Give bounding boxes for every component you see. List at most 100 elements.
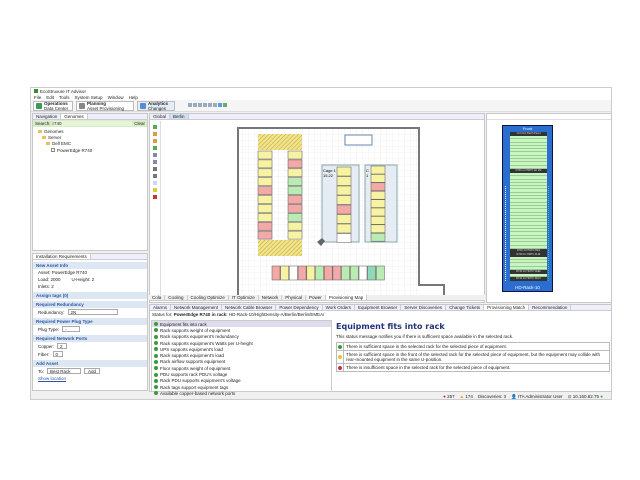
perspective-operations[interactable]: Operations Data Center xyxy=(33,100,73,111)
menu-file[interactable]: File xyxy=(34,94,42,100)
edit-icon[interactable] xyxy=(213,103,217,107)
bottom-tab[interactable]: Work Orders xyxy=(323,305,356,310)
rack-slot[interactable] xyxy=(510,225,547,230)
perspective-analytics[interactable]: Analytics Changes xyxy=(137,100,175,111)
check-item[interactable]: Floor supports weight of equipment xyxy=(152,365,331,371)
rack-device[interactable]: 1U Front Patch Panel xyxy=(510,132,547,136)
check-item[interactable]: UPS supports equipment's load xyxy=(152,346,331,352)
menu-window[interactable]: Window xyxy=(107,94,124,100)
rack-slot[interactable] xyxy=(510,256,547,261)
view-tab[interactable]: Network xyxy=(259,295,283,300)
target-rack-select[interactable]: Best Rack xyxy=(47,368,82,374)
menu-system-setup[interactable]: System Setup xyxy=(74,94,103,100)
discoveries-count[interactable]: Discoveries: 3 xyxy=(477,394,507,399)
menu-help[interactable]: Help xyxy=(128,94,138,100)
rack-slot[interactable] xyxy=(510,199,547,203)
rack-slot[interactable] xyxy=(510,266,547,270)
check-item[interactable]: Rack tags support equipment tags xyxy=(152,384,331,390)
menu-tools[interactable]: Tools xyxy=(59,94,70,100)
bottom-tab[interactable]: Change Tickets xyxy=(446,305,485,310)
rack-device[interactable]: R740 1U HMTC Blok xyxy=(510,248,547,253)
rotate-icon[interactable] xyxy=(153,153,157,157)
show-location-link[interactable]: Show location xyxy=(38,376,67,381)
check-item[interactable]: Rack supports equipment's Watts per U-he… xyxy=(152,340,331,346)
tab-global[interactable]: Global xyxy=(150,114,171,119)
view-tab[interactable]: Provisioning Map xyxy=(325,295,368,300)
rack-slot[interactable] xyxy=(510,219,547,223)
tab-navigation[interactable]: Navigation xyxy=(33,114,62,119)
rack-slot[interactable] xyxy=(510,152,547,156)
rack-device[interactable]: R740 1U HMTC 3DLX xyxy=(510,277,547,282)
tab-berlin[interactable]: Berlin xyxy=(170,114,189,119)
view-tab[interactable]: IT Optimize xyxy=(229,295,259,300)
rack-slot[interactable] xyxy=(510,159,547,163)
tree-item[interactable]: PowerEdge R740 xyxy=(36,147,144,153)
undo-icon[interactable] xyxy=(193,103,197,107)
rack-slot[interactable] xyxy=(510,235,547,239)
paste-icon[interactable] xyxy=(223,103,227,107)
rack-slot[interactable] xyxy=(510,155,547,160)
rack-slot[interactable] xyxy=(510,263,547,267)
rack-slot[interactable] xyxy=(510,189,547,193)
zoom-in-icon[interactable] xyxy=(153,132,157,136)
alert-icon[interactable] xyxy=(153,195,157,199)
rack-slot[interactable] xyxy=(510,192,547,197)
add-button[interactable]: Add xyxy=(84,368,101,374)
fit-icon[interactable] xyxy=(153,146,157,150)
rack-device[interactable]: R740 1U HMTC AF 2M xyxy=(510,168,547,173)
tree-item[interactable]: Dell EMC xyxy=(36,141,144,147)
rack-slot[interactable] xyxy=(510,139,547,143)
select-icon[interactable] xyxy=(153,125,157,129)
rack-slot[interactable] xyxy=(510,215,547,220)
redundancy-select[interactable]: 2N xyxy=(67,309,118,315)
warning-count[interactable]: ▲ 174 xyxy=(460,394,473,399)
bottom-tab[interactable]: Recommendation xyxy=(529,305,572,310)
rack-slot[interactable] xyxy=(510,142,547,146)
layer-icon[interactable] xyxy=(153,160,157,164)
fiber-stepper[interactable]: 0 xyxy=(52,351,63,357)
bottom-tab[interactable]: Network Management xyxy=(171,305,223,310)
rack-slot[interactable] xyxy=(510,196,547,200)
rack-slot[interactable] xyxy=(510,179,547,183)
bottom-tab[interactable]: Power Dependency xyxy=(276,305,323,310)
view-tab[interactable]: Cooling Optimize xyxy=(188,295,229,300)
rack-slot[interactable] xyxy=(510,209,547,213)
rack-slot[interactable] xyxy=(510,229,547,233)
copper-stepper[interactable]: 2 xyxy=(57,343,68,349)
camera-icon[interactable] xyxy=(153,167,157,171)
check-item[interactable]: Available copper-based network ports xyxy=(152,390,331,396)
check-item[interactable]: PDU supports rack PDU's voltage xyxy=(152,371,331,377)
search-input[interactable]: r740 xyxy=(52,121,133,126)
check-item[interactable]: Rack airflow supports equipment xyxy=(152,359,331,365)
rack-slot[interactable] xyxy=(510,165,547,169)
check-item[interactable]: Rack PDU supports equipment's voltage xyxy=(152,378,331,384)
redo-icon[interactable] xyxy=(198,103,202,107)
zoom-out-icon[interactable] xyxy=(153,139,157,143)
view-tab[interactable]: Physical xyxy=(282,295,306,300)
tab-installation-requirements[interactable]: Installation Requirements xyxy=(33,254,91,259)
rack-slot[interactable] xyxy=(510,245,547,249)
check-item[interactable]: Rack supports equipment's load xyxy=(152,352,331,358)
bottom-tab[interactable]: Network Cable Browser xyxy=(222,305,277,310)
assign-tags-toggle[interactable]: Assign tags (0) xyxy=(33,292,147,299)
move-icon[interactable] xyxy=(208,103,212,107)
tree-item[interactable]: Genomes xyxy=(36,128,144,134)
save-icon[interactable] xyxy=(188,103,192,107)
bottom-tab[interactable]: Alarms xyxy=(150,305,172,310)
view-tab[interactable]: Power xyxy=(306,295,326,300)
rack-slot[interactable] xyxy=(510,145,547,150)
rack-device[interactable]: R740 1U HMTC WdEr xyxy=(510,269,547,274)
rack-slot[interactable] xyxy=(510,222,547,226)
error-count[interactable]: ● 257 xyxy=(443,394,455,399)
rack-device[interactable]: R740 1U HMTC FLDr xyxy=(510,252,547,257)
check-item[interactable]: Equipment fits into rack xyxy=(152,321,331,328)
rack-slot[interactable] xyxy=(510,205,547,210)
rack-slot[interactable] xyxy=(510,162,547,166)
menu-edit[interactable]: Edit xyxy=(46,94,55,100)
check-item[interactable]: Rack supports weight of equipment xyxy=(152,327,331,333)
view-icon[interactable] xyxy=(153,181,157,185)
tab-genomes[interactable]: Genomes xyxy=(61,114,88,119)
bottom-tab[interactable]: Equipment Browser xyxy=(355,305,402,310)
rack-slot[interactable] xyxy=(510,149,547,153)
rack-slot[interactable] xyxy=(510,182,547,187)
